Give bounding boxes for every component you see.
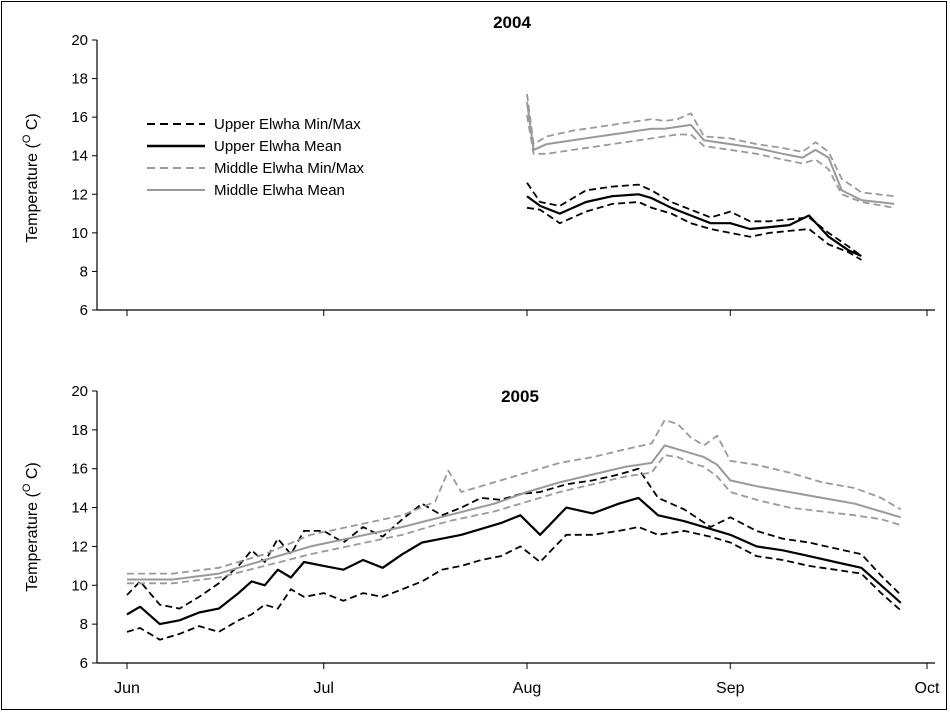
y-tick-label: 8 bbox=[80, 263, 88, 280]
svg-text:Temperature (O C): Temperature (O C) bbox=[21, 113, 41, 242]
y-tick-label: 8 bbox=[80, 616, 88, 633]
x-tick-label: Oct bbox=[915, 680, 940, 697]
series-lines bbox=[526, 93, 895, 261]
series-line-middle-max bbox=[526, 93, 895, 198]
y-axis-title: Temperature (O C) bbox=[21, 113, 41, 242]
x-tick-label: Jun bbox=[114, 680, 140, 697]
series-line-upper-mean bbox=[126, 496, 902, 626]
series-lines bbox=[126, 419, 902, 641]
series-line-upper-max bbox=[126, 467, 902, 610]
series-line-middle-max bbox=[127, 419, 902, 575]
x-tick-label: Aug bbox=[513, 680, 541, 697]
y-axis-title-post: C) bbox=[24, 462, 41, 483]
y-tick-label: 20 bbox=[71, 32, 88, 49]
series-line-middle-mean bbox=[526, 101, 895, 205]
y-tick-label: 10 bbox=[71, 225, 88, 242]
y-axis-title-pre: Temperature ( bbox=[24, 491, 41, 591]
y-tick-label: 14 bbox=[71, 148, 88, 165]
y-tick-label: 18 bbox=[71, 71, 88, 88]
y-tick-label: 12 bbox=[71, 186, 88, 203]
legend-item: Middle Elwha Mean bbox=[147, 182, 345, 199]
series-line-middle-mean bbox=[127, 444, 902, 581]
y-axis-title: Temperature (O C) bbox=[21, 462, 41, 591]
series-line-upper-min bbox=[526, 201, 862, 261]
y-axis-title-sup: O bbox=[21, 483, 33, 492]
y-axis-title-sup: O bbox=[21, 134, 33, 143]
y-tick-label: 18 bbox=[71, 422, 88, 439]
y-tick-label: 10 bbox=[71, 577, 88, 594]
legend-label: Middle Elwha Mean bbox=[214, 182, 345, 199]
panel-2004: 2004 Temperature (O C) 6 8 10 12 14 16 18 20 bbox=[21, 13, 935, 319]
legend-item: Upper Elwha Mean bbox=[147, 138, 342, 155]
legend-item: Middle Elwha Min/Max bbox=[147, 160, 365, 177]
y-tick-label: 14 bbox=[71, 500, 88, 517]
series-line-middle-min bbox=[526, 115, 895, 209]
y-axis-title-post: C) bbox=[24, 113, 41, 134]
panel-title: 2004 bbox=[493, 13, 531, 32]
series-line-middle-min bbox=[127, 454, 902, 585]
x-tick-label: Sep bbox=[716, 680, 745, 697]
legend-label: Upper Elwha Min/Max bbox=[214, 116, 361, 133]
y-tick-label: 16 bbox=[71, 109, 88, 126]
panel-2005: 2005 Temperature (O C) 6 8 10 12 14 16 18 20 Jun… bbox=[21, 383, 940, 697]
y-tick-label: 6 bbox=[80, 655, 88, 672]
series-line-upper-mean bbox=[526, 193, 862, 258]
y-tick-label: 12 bbox=[71, 538, 88, 555]
legend-item: Upper Elwha Min/Max bbox=[147, 116, 361, 133]
legend: Upper Elwha Min/Max Upper Elwha Mean Mid… bbox=[147, 116, 365, 199]
svg-text:Temperature (O C): Temperature (O C) bbox=[21, 462, 41, 591]
y-axis-title-pre: Temperature ( bbox=[24, 142, 41, 242]
y-tick-label: 16 bbox=[71, 461, 88, 478]
series-line-upper-min bbox=[126, 526, 902, 641]
y-tick-label: 20 bbox=[71, 383, 88, 400]
legend-label: Middle Elwha Min/Max bbox=[214, 160, 365, 177]
axes: 6 8 10 12 14 16 18 20 Jun Jul Aug Sep Oct bbox=[71, 383, 940, 697]
y-tick-label: 6 bbox=[80, 302, 88, 319]
axes: 6 8 10 12 14 16 18 20 bbox=[71, 32, 935, 319]
legend-label: Upper Elwha Mean bbox=[214, 138, 342, 155]
x-tick-label: Jul bbox=[313, 680, 333, 697]
panel-title: 2005 bbox=[501, 387, 539, 406]
